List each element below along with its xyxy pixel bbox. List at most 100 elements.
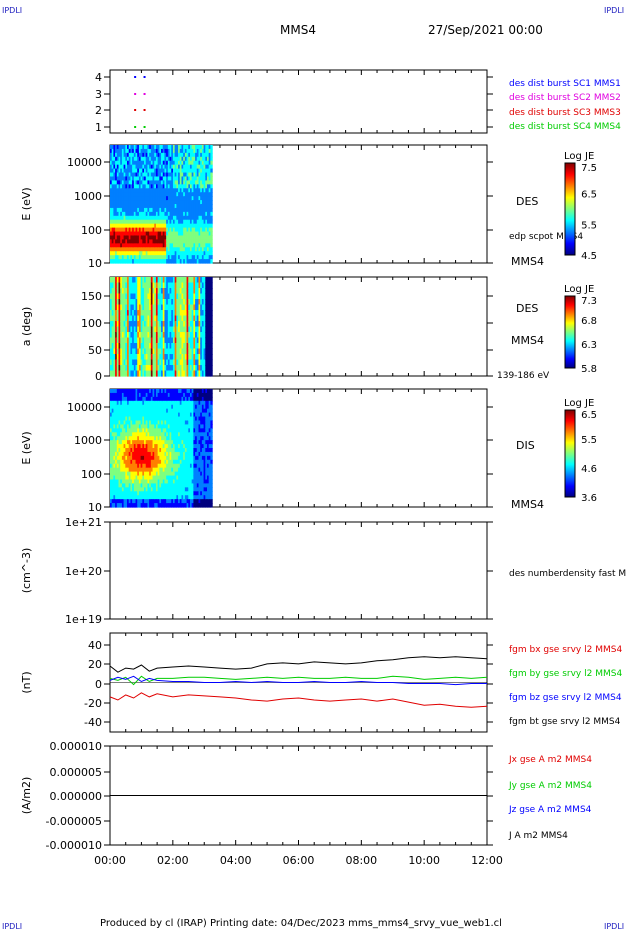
des_energy-cell bbox=[135, 152, 138, 158]
dis_energy-cell bbox=[113, 483, 116, 488]
dis_energy-cell bbox=[191, 440, 194, 445]
des_pitch-cell bbox=[201, 359, 205, 366]
dis_energy-cell bbox=[130, 412, 133, 418]
des_energy-cell bbox=[110, 200, 113, 205]
des_pitch-cell bbox=[138, 315, 142, 322]
des_energy-cell bbox=[149, 192, 152, 197]
dis_energy-cell bbox=[166, 503, 169, 508]
dis_energy-cell bbox=[133, 432, 137, 437]
des_energy-cell bbox=[198, 239, 201, 244]
des_energy-cell bbox=[201, 168, 205, 174]
des_energy-cell bbox=[171, 156, 174, 162]
dis_energy-cell bbox=[144, 440, 147, 445]
des_pitch-cell bbox=[183, 282, 186, 289]
des_pitch-cell bbox=[172, 288, 176, 295]
dis_energy-cell bbox=[147, 392, 150, 398]
dis_energy-cell bbox=[150, 475, 154, 481]
dis_energy-cell bbox=[178, 392, 181, 398]
dis_energy-cell bbox=[186, 467, 189, 473]
des_pitch-cell bbox=[161, 304, 164, 311]
dis_energy-cell bbox=[193, 483, 196, 488]
des_energy-cell bbox=[145, 207, 149, 213]
des_energy-cell bbox=[154, 188, 157, 193]
dis_energy-cell bbox=[123, 463, 126, 469]
des_pitch-cell bbox=[167, 277, 171, 284]
dis_energy-cell bbox=[128, 416, 132, 422]
des_energy-cell bbox=[167, 231, 171, 237]
dis_energy-cell bbox=[132, 455, 135, 461]
des_energy-cell bbox=[164, 227, 167, 233]
des_energy-cell bbox=[113, 219, 116, 225]
dis_energy-cell bbox=[138, 483, 142, 488]
des_energy-cell bbox=[189, 227, 193, 233]
des_energy-cell bbox=[110, 176, 113, 181]
des_pitch-cell bbox=[145, 299, 149, 306]
dis_energy-cell bbox=[121, 499, 125, 504]
des_energy-cell bbox=[167, 145, 171, 150]
dis_energy-cell bbox=[176, 396, 179, 402]
dis_energy-cell bbox=[121, 495, 125, 500]
dis_energy-cell bbox=[113, 491, 116, 496]
des_pitch-cell bbox=[116, 332, 120, 339]
des_pitch-cell bbox=[184, 343, 188, 350]
des_energy-cell bbox=[135, 192, 138, 197]
des_pitch-cell bbox=[176, 310, 179, 317]
des_pitch-cell bbox=[183, 321, 186, 328]
dis_energy-cell bbox=[127, 444, 130, 449]
des_energy-cell bbox=[110, 251, 113, 256]
des_energy-cell bbox=[176, 215, 179, 221]
des_energy-cell bbox=[169, 168, 172, 174]
des_energy-cell bbox=[144, 160, 147, 166]
des_energy-cell bbox=[178, 192, 181, 197]
dis_energy-cell bbox=[111, 432, 115, 437]
des_energy-cell bbox=[155, 255, 159, 260]
dis_energy-cell bbox=[167, 491, 171, 496]
des_pitch-cell bbox=[140, 348, 143, 355]
des_energy-cell bbox=[138, 184, 142, 189]
des_energy-cell bbox=[172, 188, 176, 193]
des_pitch-cell bbox=[135, 288, 138, 295]
dis_energy-cell bbox=[179, 412, 183, 418]
des_pitch-cell bbox=[138, 288, 142, 295]
des_energy-cell bbox=[183, 176, 186, 181]
des_pitch-cell bbox=[123, 354, 126, 361]
des_energy-cell bbox=[174, 152, 177, 158]
des_pitch-cell bbox=[181, 277, 184, 284]
des_pitch-cell bbox=[120, 348, 123, 355]
dis_energy-cell bbox=[144, 448, 147, 453]
des_energy-cell bbox=[155, 192, 159, 197]
des_pitch-cell bbox=[110, 315, 113, 322]
dis_energy-cell bbox=[188, 479, 191, 484]
des_energy-cell bbox=[201, 180, 205, 185]
dis_energy-cell bbox=[195, 440, 198, 445]
dis_energy-cell bbox=[181, 448, 184, 453]
des_pitch-cell bbox=[110, 310, 113, 317]
des_energy-cell bbox=[178, 152, 181, 158]
dis_energy-cell bbox=[149, 424, 152, 429]
des_energy-cell bbox=[123, 152, 126, 158]
des_pitch-cell bbox=[137, 359, 140, 366]
dis_energy-cell bbox=[135, 412, 138, 418]
des_energy-cell bbox=[193, 211, 196, 217]
dis_energy-cell bbox=[184, 451, 188, 457]
des_pitch-cell bbox=[208, 321, 212, 328]
des_energy-cell bbox=[195, 148, 198, 154]
des_energy-cell bbox=[166, 196, 169, 201]
dis_energy-cell bbox=[191, 408, 194, 414]
des_energy-cell bbox=[130, 251, 133, 256]
des_pitch-cell bbox=[181, 343, 184, 350]
des_energy-cell bbox=[127, 247, 130, 252]
des_energy-cell bbox=[132, 156, 135, 162]
des_pitch-cell bbox=[145, 315, 149, 322]
dis_energy-cell bbox=[121, 408, 125, 414]
des_pitch-cell bbox=[191, 370, 194, 377]
dis_energy-cell bbox=[130, 475, 133, 481]
des_pitch-cell bbox=[130, 277, 133, 284]
dis_energy-cell bbox=[174, 389, 177, 394]
des_energy-cell bbox=[186, 211, 189, 217]
dis_energy-cell bbox=[179, 404, 183, 410]
des_energy-cell bbox=[150, 200, 154, 205]
des_pitch-cell bbox=[116, 321, 120, 328]
dis_energy-cell bbox=[184, 479, 188, 484]
des_energy-cell bbox=[113, 176, 116, 181]
